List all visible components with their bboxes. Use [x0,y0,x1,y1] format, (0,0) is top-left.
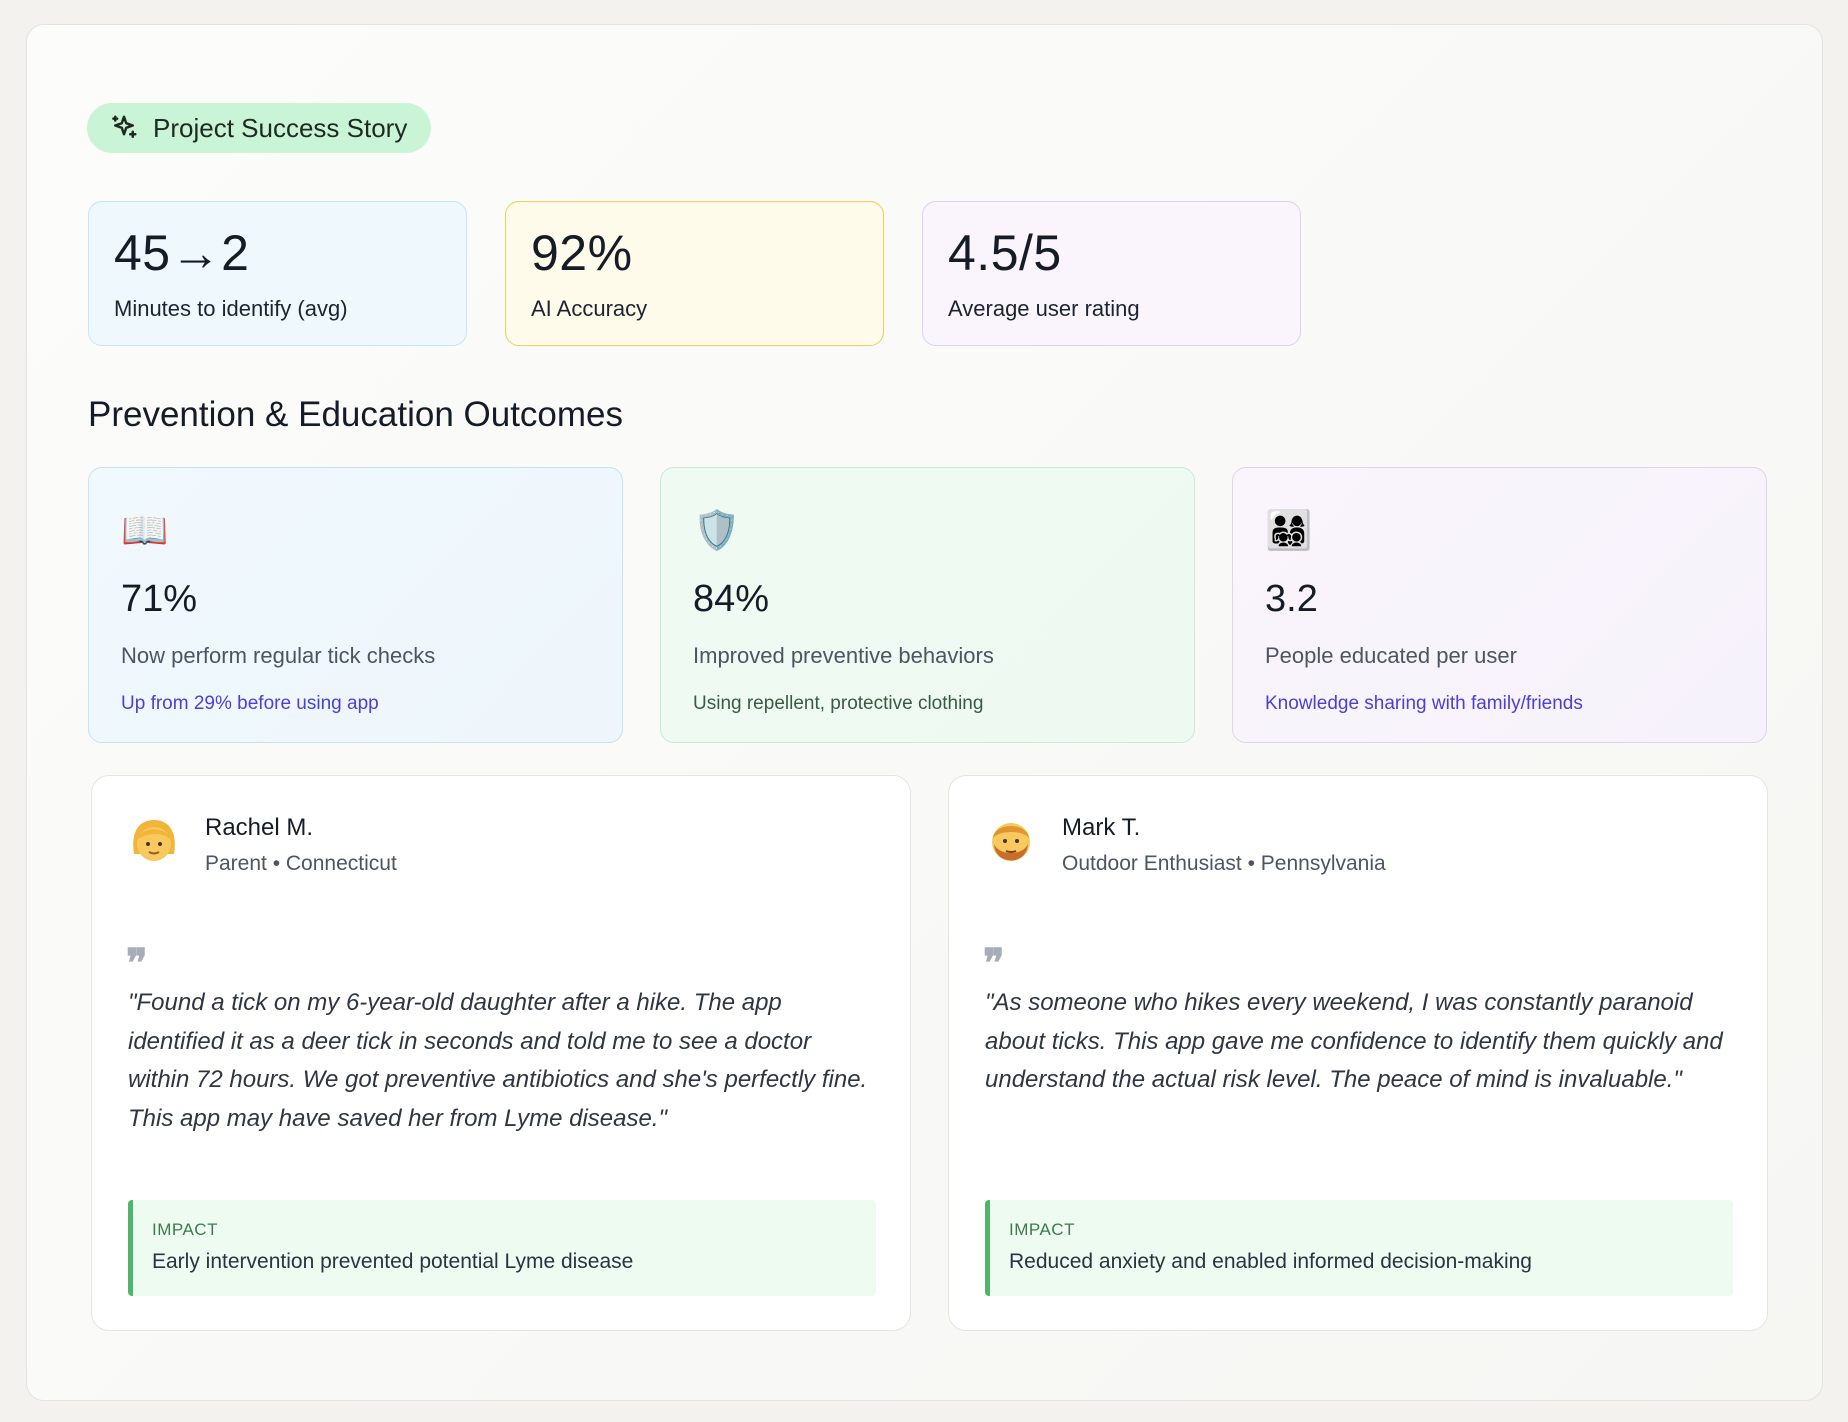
outcome-label: Now perform regular tick checks [121,643,436,668]
shield-icon: 🛡️ [693,510,741,552]
stat-card-identify-time: 45→2 Minutes to identify (avg) [88,201,467,346]
reviewer-role: Outdoor Enthusiast • Pennsylvania [1062,852,1386,875]
impact-text: Reduced anxiety and enabled informed dec… [1009,1250,1532,1273]
impact-label: IMPACT [1009,1220,1075,1239]
outcome-sub: Knowledge sharing with family/friends [1265,693,1583,714]
testimonial-card-mark: Mark T. Outdoor Enthusiast • Pennsylvani… [948,775,1768,1331]
outcome-card-people-educated: 👨‍👩‍👧‍👦 3.2 People educated per user Kno… [1232,467,1767,743]
impact-text: Early intervention prevented potential L… [152,1250,634,1273]
stat-value: 4.5/5 [948,225,1062,281]
stat-label: Minutes to identify (avg) [114,296,348,321]
stat-card-ai-accuracy: 92% AI Accuracy [505,201,884,346]
outcome-value: 84% [693,578,770,620]
testimonial-quote: "Found a tick on my 6-year-old daughter … [128,989,868,1132]
badge-label: Project Success Story [153,112,408,143]
book-icon: 📖 [121,510,169,552]
testimonial-quote: "As someone who hikes every weekend, I w… [985,989,1723,1093]
testimonial-card-rachel: Rachel M. Parent • Connecticut ❞ "Found … [91,775,911,1331]
outcome-sub: Using repellent, protective clothing [693,693,984,714]
reviewer-role: Parent • Connecticut [205,852,397,875]
quote-icon: ❞ [983,940,1005,987]
outcome-label: People educated per user [1265,643,1517,668]
family-icon: 👨‍👩‍👧‍👦 [1265,510,1313,552]
outcome-card-tick-checks: 📖 71% Now perform regular tick checks Up… [88,467,623,743]
outcome-value: 3.2 [1265,578,1318,620]
stat-value: 92% [531,225,633,281]
stat-card-user-rating: 4.5/5 Average user rating [922,201,1301,346]
reviewer-name: Rachel M. [205,814,314,841]
reviewer-name: Mark T. [1062,814,1141,841]
section-title: Prevention & Education Outcomes [88,395,624,434]
quote-icon: ❞ [126,940,148,987]
impact-label: IMPACT [152,1220,218,1239]
avatar-bearded-man-icon [992,823,1030,861]
sparkle-icon [112,115,137,138]
outcome-sub: Up from 29% before using app [121,693,379,714]
outcome-label: Improved preventive behaviors [693,643,994,668]
stat-label: AI Accuracy [531,296,648,321]
avatar-woman-icon [133,820,175,861]
stat-label: Average user rating [948,296,1140,321]
stat-value: 45→2 [114,225,250,281]
project-success-badge: Project Success Story [87,103,431,153]
impact-box: IMPACT Early intervention prevented pote… [128,1200,876,1296]
impact-box: IMPACT Reduced anxiety and enabled infor… [985,1200,1733,1296]
outcome-value: 71% [121,578,198,620]
outcome-card-preventive-behaviors: 🛡️ 84% Improved preventive behaviors Usi… [660,467,1195,743]
